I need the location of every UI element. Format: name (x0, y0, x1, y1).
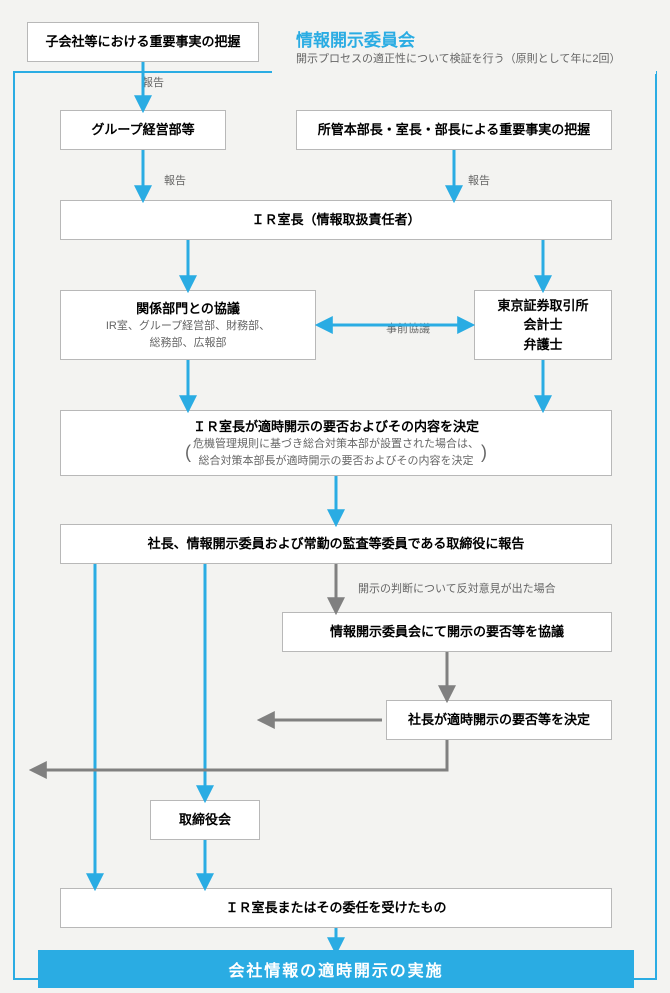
node-label: ＩＲ室長またはその委任を受けたもの (225, 898, 446, 918)
node-tse-advisors: 東京証券取引所 会計士 弁護士 (474, 290, 612, 360)
node-label: 会計士 (523, 315, 562, 335)
node-label: ＩＲ室長（情報取扱責任者） (251, 210, 420, 230)
paren-open-icon: ( (185, 442, 191, 463)
node-ir-chief: ＩＲ室長（情報取扱責任者） (60, 200, 612, 240)
node-label: 関係部門との協議 (136, 299, 240, 319)
node-ir-decision: ＩＲ室長が適時開示の要否およびその内容を決定 ( 危機管理規則に基づき総合対策本… (60, 410, 612, 476)
node-label: ＩＲ室長が適時開示の要否およびその内容を決定 (193, 417, 479, 437)
edge-label-preconsult: 事前協議 (384, 320, 432, 336)
paren-close-icon: ) (481, 442, 487, 463)
node-label: 東京証券取引所 (497, 296, 588, 316)
node-ir-delegate: ＩＲ室長またはその委任を受けたもの (60, 888, 612, 928)
node-label: グループ経営部等 (91, 120, 194, 140)
node-subtext: 危機管理規則に基づき総合対策本部が設置された場合は、 (193, 436, 479, 453)
node-label: 情報開示委員会にて開示の要否等を協議 (330, 622, 564, 642)
node-report-president: 社長、情報開示委員および常勤の監査等委員である取締役に報告 (60, 524, 612, 564)
node-label: 弁護士 (523, 335, 562, 355)
node-president-decision: 社長が適時開示の要否等を決定 (386, 700, 612, 740)
node-label: 会社情報の適時開示の実施 (228, 957, 443, 981)
edge-label-report: 報告 (162, 172, 188, 188)
node-subtext: 総務部、広報部 (150, 335, 227, 352)
node-subsidiary-facts: 子会社等における重要事実の把握 (27, 22, 259, 62)
node-label: 社長が適時開示の要否等を決定 (408, 710, 590, 730)
node-label: 所管本部長・室長・部長による重要事実の把握 (318, 120, 591, 140)
node-subtext: 総合対策本部長が適時開示の要否およびその内容を決定 (193, 453, 479, 470)
edge-label-report: 報告 (140, 74, 166, 90)
node-label: 社長、情報開示委員および常勤の監査等委員である取締役に報告 (148, 534, 525, 554)
header-title: 情報開示委員会 (296, 26, 415, 51)
node-dept-heads: 所管本部長・室長・部長による重要事実の把握 (296, 110, 612, 150)
node-subtext: IR室、グループ経営部、財務部、 (106, 318, 270, 335)
edge-label-objection: 開示の判断について反対意見が出た場合 (356, 580, 558, 596)
node-related-depts: 関係部門との協議 IR室、グループ経営部、財務部、 総務部、広報部 (60, 290, 316, 360)
node-board: 取締役会 (150, 800, 260, 840)
header-subtitle: 開示プロセスの適正性について検証を行う（原則として年に2回） (296, 50, 620, 66)
node-committee-discuss: 情報開示委員会にて開示の要否等を協議 (282, 612, 612, 652)
node-group-mgmt: グループ経営部等 (60, 110, 226, 150)
node-label: 取締役会 (179, 810, 231, 830)
node-final-disclosure: 会社情報の適時開示の実施 (38, 950, 634, 988)
edge-label-report: 報告 (466, 172, 492, 188)
diagram-canvas: 情報開示委員会 開示プロセスの適正性について検証を行う（原則として年に2回） 子… (0, 0, 670, 993)
node-label: 子会社等における重要事実の把握 (45, 32, 240, 52)
